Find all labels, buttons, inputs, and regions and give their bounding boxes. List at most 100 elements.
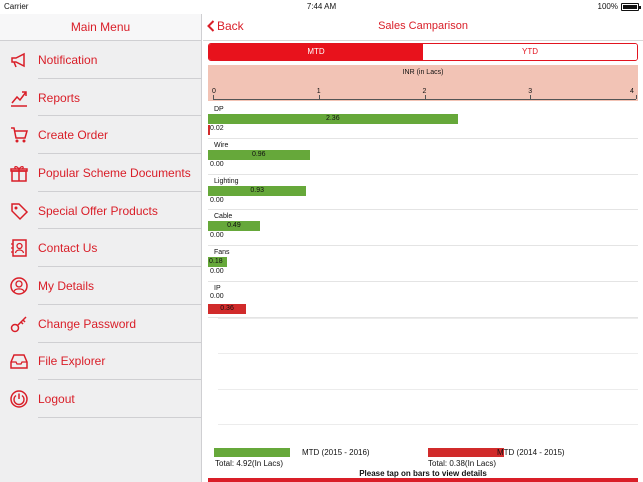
clock: 7:44 AM: [306, 2, 337, 11]
bar-lighting-current[interactable]: 0.93: [208, 185, 307, 196]
legend-swatch-previous: [428, 448, 504, 457]
tab-ytd[interactable]: YTD: [423, 44, 637, 60]
category-label: DP: [214, 106, 224, 113]
chart-rows: DP 2.36 0.02 Wire 0.96 0.00 Lighting 0.93 0.00 Ca…: [208, 103, 638, 318]
category-row-ip: IP 0.00 0.36: [208, 282, 638, 318]
bar-value-ip-current: 0.00: [210, 292, 224, 300]
tab-mtd[interactable]: MTD: [209, 44, 423, 60]
category-row-dp: DP 2.36 0.02: [208, 103, 638, 139]
bar-fans-current[interactable]: 0.18: [208, 257, 228, 268]
chart-icon: [0, 88, 38, 108]
sidebar-item-label: Reports: [38, 90, 81, 105]
back-button[interactable]: Back: [207, 19, 244, 33]
sidebar-item-logout[interactable]: Logout: [0, 380, 201, 418]
bar-value-wire-previous: 0.00: [210, 160, 224, 168]
footer-accent-bar: [208, 478, 638, 482]
tag-icon: [0, 201, 38, 221]
status-bar: Carrier 7:44 AM 100%: [0, 0, 643, 14]
sidebar-item-file-explorer[interactable]: File Explorer: [0, 343, 201, 381]
x-axis-line: [213, 99, 636, 100]
chevron-left-icon: [207, 20, 215, 32]
sidebar-item-label: Popular Scheme Documents: [38, 165, 191, 180]
sidebar-item-label: Logout: [38, 392, 75, 407]
bar-value-fans-previous: 0.00: [210, 268, 224, 276]
category-label: Wire: [214, 141, 229, 149]
x-tick-label: 4: [630, 88, 634, 95]
power-icon: [0, 389, 38, 409]
category-row-wire: Wire 0.96 0.00: [208, 139, 638, 175]
sidebar-item-contact-us[interactable]: Contact Us: [0, 229, 201, 267]
legend-total-previous: Total: 0.38(In Lacs): [428, 459, 497, 468]
battery-icon: [621, 2, 641, 11]
bar-value-lighting-previous: 0.00: [210, 196, 224, 204]
x-tick-mark: [636, 95, 637, 99]
legend-total-current: Total: 4.92(In Lacs): [215, 459, 284, 468]
x-tick-mark: [424, 95, 426, 99]
sidebar-menu: Notification Reports Create Order Popular S…: [0, 41, 201, 418]
category-label: IP: [214, 284, 221, 292]
bar-wire-current[interactable]: 0.96: [208, 149, 310, 160]
legend-name-previous: MTD (2014 - 2015): [497, 448, 565, 457]
chart-axis-header: INR (in Lacs) 0 1 2 3 4: [208, 65, 638, 101]
sidebar-item-reports[interactable]: Reports: [0, 79, 201, 117]
sidebar-item-label: Special Offer Products: [38, 203, 158, 218]
sidebar-item-change-password[interactable]: Change Password: [0, 305, 201, 343]
x-tick-label: 1: [316, 88, 321, 95]
bar-dp-current[interactable]: 2.36: [208, 114, 458, 124]
sidebar-item-create-order[interactable]: Create Order: [0, 116, 201, 154]
footer-hint: Please tap on bars to view details: [359, 469, 487, 478]
period-segmented-control: MTD YTD: [208, 43, 638, 61]
bar-value-cable-previous: 0.00: [210, 232, 224, 240]
sidebar-item-special-offer-products[interactable]: Special Offer Products: [0, 192, 201, 230]
chart-legend: MTD (2015 - 2016) Total: 4.92(In Lacs) M…: [208, 446, 638, 476]
category-label: Cable: [214, 213, 233, 221]
gridline: [218, 353, 638, 354]
gridline: [218, 424, 638, 425]
user-icon: [0, 276, 38, 296]
nav-bar: Back Sales Camparison: [203, 14, 643, 41]
battery-indicator: 100%: [597, 2, 641, 11]
x-tick-mark: [213, 95, 214, 99]
sidebar-item-label: Contact Us: [38, 241, 98, 256]
category-row-fans: Fans 0.18 0.00: [208, 246, 638, 282]
back-label: Back: [217, 19, 244, 33]
megaphone-icon: [0, 50, 38, 70]
x-tick-mark: [530, 95, 532, 99]
key-icon: [0, 314, 38, 334]
x-tick-label: 2: [422, 88, 427, 95]
main-panel: Back Sales Camparison MTD YTD INR (in La…: [203, 14, 643, 482]
bar-dp-previous[interactable]: [208, 125, 210, 135]
x-tick-mark: [318, 95, 320, 99]
sidebar-title: Main Menu: [0, 14, 201, 41]
sidebar: Main Menu Notification Reports Create Orde…: [0, 14, 202, 482]
x-tick-label: 0: [212, 88, 216, 95]
gridline: [218, 318, 638, 319]
carrier-label: Carrier: [4, 2, 29, 11]
category-label: Fans: [214, 249, 230, 257]
sidebar-item-popular-scheme-documents[interactable]: Popular Scheme Documents: [0, 154, 201, 192]
bar-value-dp-previous: 0.02: [210, 125, 224, 132]
sidebar-item-label: Notification: [38, 52, 98, 67]
category-label: Lighting: [214, 177, 239, 185]
inbox-icon: [0, 351, 38, 371]
page-title: Sales Camparison: [378, 20, 468, 32]
cart-icon: [0, 125, 38, 145]
sidebar-item-label: Create Order: [38, 128, 109, 143]
x-tick-label: 3: [528, 88, 533, 95]
battery-percent: 100%: [597, 2, 618, 11]
bar-ip-previous[interactable]: 0.36: [208, 303, 247, 314]
sidebar-item-notification[interactable]: Notification: [0, 41, 201, 79]
legend-swatch-current: [214, 448, 290, 457]
legend-name-current: MTD (2015 - 2016): [302, 448, 370, 457]
x-axis-title: INR (in Lacs): [402, 69, 444, 76]
category-row-lighting: Lighting 0.93 0.00: [208, 175, 638, 211]
bar-cable-current[interactable]: 0.49: [208, 221, 260, 232]
sidebar-item-my-details[interactable]: My Details: [0, 267, 201, 305]
category-row-cable: Cable 0.49 0.00: [208, 210, 638, 247]
gift-icon: [0, 163, 38, 183]
contacts-icon: [0, 238, 38, 258]
sidebar-item-label: Change Password: [38, 316, 137, 331]
gridline: [218, 389, 638, 390]
sidebar-item-label: File Explorer: [38, 354, 106, 369]
sidebar-item-label: My Details: [38, 278, 95, 293]
